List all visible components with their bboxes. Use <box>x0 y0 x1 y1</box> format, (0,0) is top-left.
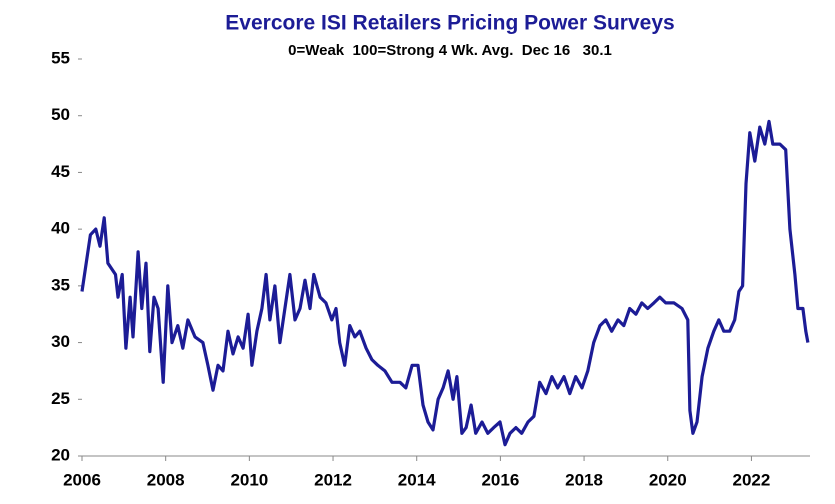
x-tick-label: 2014 <box>398 470 436 489</box>
y-tick-label: 20 <box>51 445 70 464</box>
y-tick-label: 50 <box>51 105 70 124</box>
x-tick-label: 2016 <box>481 470 519 489</box>
chart-title: Evercore ISI Retailers Pricing Power Sur… <box>225 12 674 35</box>
chart-subtitle: 0=Weak 100=Strong 4 Wk. Avg. Dec 16 30.1 <box>288 42 612 59</box>
x-tick-label: 2022 <box>733 470 771 489</box>
x-tick-label: 2008 <box>147 470 185 489</box>
x-tick-label: 2018 <box>565 470 603 489</box>
y-tick-label: 55 <box>51 48 70 67</box>
line-series <box>80 119 810 447</box>
y-tick-label: 30 <box>51 332 70 351</box>
x-tick-label: 2006 <box>63 470 101 489</box>
y-tick-label: 25 <box>51 389 70 408</box>
x-tick-label: 2012 <box>314 470 352 489</box>
x-tick-label: 2010 <box>230 470 268 489</box>
y-tick-label: 40 <box>51 219 70 238</box>
y-tick-label: 35 <box>51 275 70 294</box>
x-tick-label: 2020 <box>649 470 687 489</box>
y-tick-label: 45 <box>51 162 70 181</box>
